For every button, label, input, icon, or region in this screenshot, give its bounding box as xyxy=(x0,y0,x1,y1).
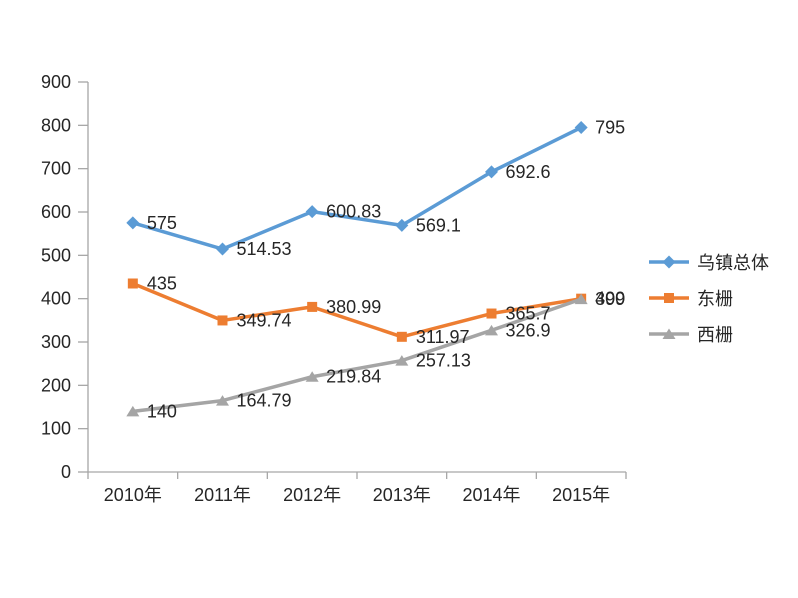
legend-label-dongzha: 东栅 xyxy=(697,289,733,309)
x-axis-tick-label: 2015年 xyxy=(552,485,610,505)
series-0-diamond-marker[interactable] xyxy=(305,205,319,219)
series-2-triangle-marker[interactable] xyxy=(126,405,140,417)
y-axis-tick-label: 200 xyxy=(41,375,71,395)
series-2-data-label: 326.9 xyxy=(506,320,551,340)
series-0-diamond-marker[interactable] xyxy=(574,121,588,134)
x-axis-tick-label: 2011年 xyxy=(194,485,251,505)
series-1-data-label: 349.74 xyxy=(237,310,292,330)
series-0-data-label: 692.6 xyxy=(506,162,551,182)
y-axis-tick-label: 0 xyxy=(61,462,71,482)
series-0-diamond-marker[interactable] xyxy=(395,218,409,232)
x-axis-tick-label: 2012年 xyxy=(283,485,341,505)
series-1-square-marker[interactable] xyxy=(127,278,138,289)
series-1-square-marker[interactable] xyxy=(396,331,407,342)
series-1-square-marker[interactable] xyxy=(217,315,228,326)
series-2-triangle-marker[interactable] xyxy=(485,324,498,336)
series-1-data-label: 380.99 xyxy=(326,297,381,317)
x-axis-tick-label: 2010年 xyxy=(104,485,162,505)
series-2-data-label: 219.84 xyxy=(326,367,381,387)
series-1-data-label: 311.97 xyxy=(416,327,470,347)
series-2-line xyxy=(131,297,583,414)
y-axis-tick-label: 600 xyxy=(41,202,71,222)
series-0-data-label: 514.53 xyxy=(237,239,292,259)
x-axis-tick-label: 2013年 xyxy=(373,485,431,505)
series-0-data-label: 600.83 xyxy=(326,202,381,222)
series-2-triangle-marker[interactable] xyxy=(305,371,319,382)
legend-triangle-marker-icon xyxy=(649,328,689,339)
series-2-data-label: 257.13 xyxy=(416,351,471,371)
series-1-data-label: 400 xyxy=(595,289,625,309)
legend-item-wuzhen-total[interactable]: 乌镇总体 xyxy=(648,244,769,280)
series-2-data-label: 399 xyxy=(595,289,625,309)
legend-label-xizha: 西栅 xyxy=(697,325,733,345)
legend-diamond-marker-icon xyxy=(649,255,689,269)
series-1-square-marker[interactable] xyxy=(307,301,318,312)
y-axis-tick-label: 500 xyxy=(41,245,71,265)
y-axis-tick-label: 300 xyxy=(41,332,71,352)
legend-label-wuzhen-total: 乌镇总体 xyxy=(697,253,769,273)
y-axis-tick-label: 800 xyxy=(41,115,71,135)
y-axis-tick-label: 700 xyxy=(41,159,71,179)
y-axis-tick-label: 900 xyxy=(41,72,71,92)
series-1-data-label: 365.7 xyxy=(506,304,551,324)
series-2-data-label: 140 xyxy=(147,401,177,421)
legend-item-xizha[interactable]: 西栅 xyxy=(648,316,769,352)
series-0-line xyxy=(131,125,583,251)
series-0-data-label: 795 xyxy=(595,118,625,138)
legend-item-dongzha[interactable]: 东栅 xyxy=(648,280,769,316)
x-axis-tick-label: 2014年 xyxy=(462,485,520,505)
series-0-diamond-marker[interactable] xyxy=(126,216,140,230)
series-1-data-label: 435 xyxy=(147,274,177,294)
series-2-data-label: 164.79 xyxy=(237,391,292,411)
series-2-triangle-marker[interactable] xyxy=(574,293,588,305)
series-2-triangle-marker[interactable] xyxy=(395,355,409,366)
y-axis-tick-label: 400 xyxy=(41,289,71,309)
series-1-square-marker[interactable] xyxy=(486,308,497,319)
y-axis-tick-label: 100 xyxy=(41,419,71,439)
series-0-data-label: 569.1 xyxy=(416,215,461,235)
series-1-line xyxy=(131,281,583,339)
series-0-diamond-marker[interactable] xyxy=(216,242,229,256)
series-2-triangle-marker[interactable] xyxy=(216,395,229,406)
legend: 乌镇总体 东栅 西栅 xyxy=(648,244,769,352)
series-0-data-label: 575 xyxy=(147,213,177,233)
series-0-diamond-marker[interactable] xyxy=(485,165,498,179)
legend-square-marker-icon xyxy=(649,293,689,303)
